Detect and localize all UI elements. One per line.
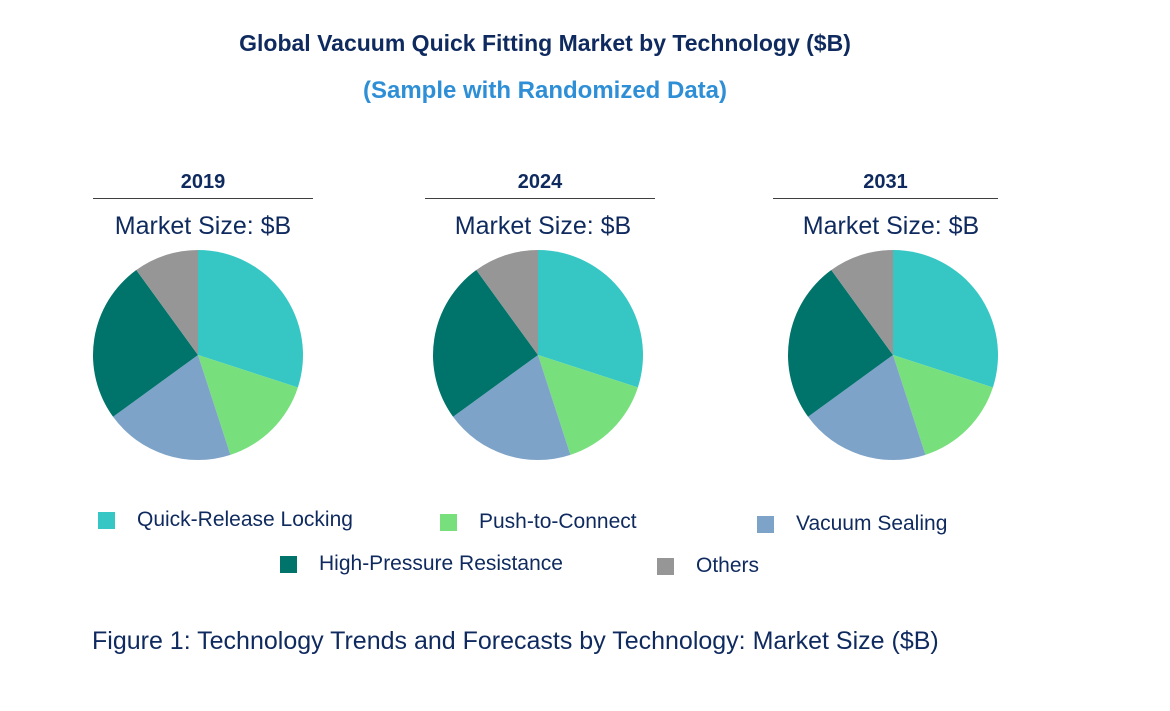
legend-swatch: [98, 511, 115, 529]
legend-label: Quick-Release Locking: [137, 508, 353, 531]
pie-slice-2024-high-pressure-resistance: [433, 270, 538, 417]
legend-swatch: [657, 557, 674, 575]
figure-caption: Figure 1: Technology Trends and Forecast…: [92, 627, 939, 655]
chart-title: Global Vacuum Quick Fitting Market by Te…: [239, 30, 851, 56]
market-size-label: Market Size: $B: [454, 212, 632, 240]
legend-swatch: [757, 515, 774, 533]
pie-slice-2019-high-pressure-resistance: [93, 270, 198, 417]
year-label-2031: 2031: [863, 171, 908, 193]
legend-label: Others: [696, 554, 760, 577]
pie-slice-2031-others: [831, 250, 893, 355]
divider: [773, 198, 998, 199]
market-size-label: Market Size: $B: [802, 212, 980, 240]
pie-slice-2019-push-to-connect: [198, 355, 298, 455]
pie-slice-2019-others: [136, 250, 198, 355]
chart-subtitle: (Sample with Randomized Data): [362, 77, 728, 104]
legend-swatch: [280, 555, 297, 573]
market-size-label: Market Size: $B: [114, 212, 292, 240]
legend-item-push-to-connect: Push-to-Connect: [440, 510, 637, 534]
year-label-2019: 2019: [180, 171, 226, 193]
pie-slice-2031-quick-release-locking: [893, 250, 999, 388]
pie-slice-2019-quick-release-locking: [198, 250, 303, 388]
legend-item-quick-release-locking: Quick-Release Locking: [98, 508, 353, 532]
legend-label: High-Pressure Resistance: [319, 552, 563, 575]
pie-slice-2019-vacuum-sealing: [113, 355, 231, 460]
legend-label: Vacuum Sealing: [796, 512, 948, 535]
legend-item-high-pressure-resistance: High-Pressure Resistance: [280, 552, 563, 576]
pie-slice-2024-others: [476, 250, 538, 355]
legend-item-vacuum-sealing: Vacuum Sealing: [757, 512, 947, 536]
divider: [425, 198, 655, 199]
legend-item-others: Others: [657, 554, 759, 578]
pie-slice-2024-quick-release-locking: [538, 250, 644, 388]
pie-slice-2024-vacuum-sealing: [453, 355, 571, 461]
pie-slice-2031-high-pressure-resistance: [788, 270, 893, 417]
legend-swatch: [440, 513, 457, 531]
pie-slice-2031-vacuum-sealing: [808, 355, 926, 460]
divider: [93, 198, 313, 199]
pie-slice-2031-push-to-connect: [893, 355, 993, 455]
pie-slice-2024-push-to-connect: [538, 355, 638, 455]
legend-label: Push-to-Connect: [479, 510, 637, 533]
year-label-2024: 2024: [517, 171, 563, 193]
